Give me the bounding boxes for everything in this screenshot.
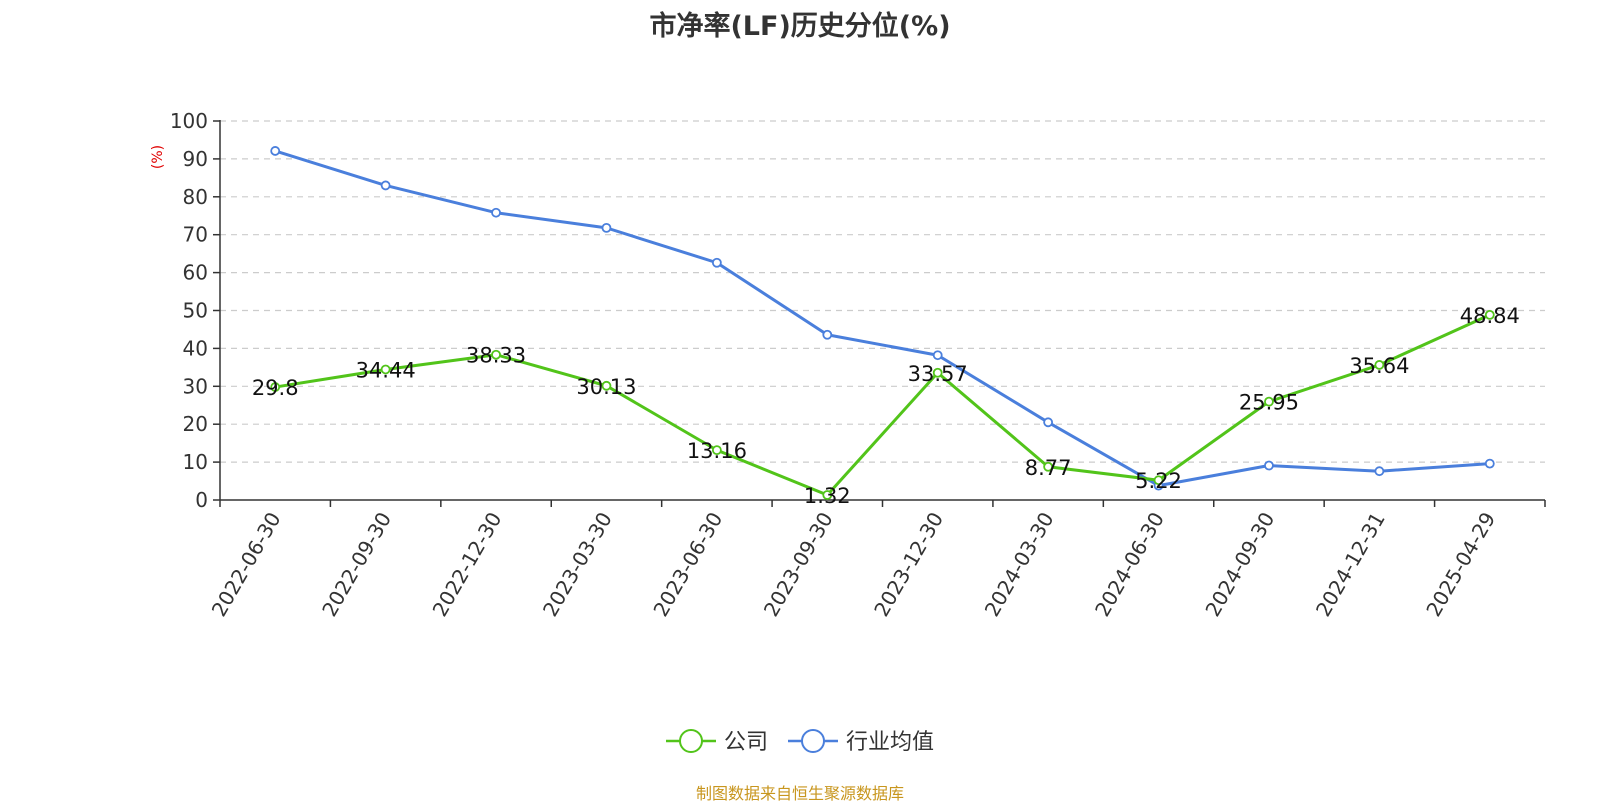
legend: 公司 行业均值 bbox=[666, 729, 934, 755]
series-line-公司 bbox=[274, 313, 1491, 497]
x-tick-label: 2023-03-30 bbox=[538, 508, 617, 621]
data-point bbox=[1043, 417, 1054, 428]
data-point bbox=[1153, 475, 1164, 486]
series-line-行业均值 bbox=[274, 149, 1490, 488]
data-point bbox=[270, 146, 281, 156]
data-label: 33.57 bbox=[908, 362, 968, 386]
data-point bbox=[1374, 360, 1385, 370]
data-point bbox=[711, 257, 722, 268]
data-source-note: 制图数据来自恒生聚源数据库 bbox=[695, 784, 904, 803]
data-label: 34.44 bbox=[356, 358, 416, 382]
series-points bbox=[270, 146, 1495, 500]
data-point bbox=[491, 207, 501, 218]
legend-item-公司: 公司 bbox=[666, 729, 768, 755]
legend-marker bbox=[679, 729, 703, 753]
x-tick-label: 2024-12-31 bbox=[1311, 508, 1390, 621]
series-lines bbox=[274, 149, 1491, 497]
y-tick-label: 40 bbox=[183, 336, 208, 360]
x-tick-label: 2022-12-30 bbox=[428, 508, 507, 621]
data-label: 35.64 bbox=[1349, 354, 1409, 378]
data-point bbox=[491, 349, 501, 360]
y-tick-label: 30 bbox=[183, 374, 208, 398]
data-point bbox=[1264, 460, 1274, 471]
y-tick-label: 100 bbox=[170, 109, 208, 133]
data-point bbox=[822, 490, 833, 500]
data-label: 1.32 bbox=[804, 484, 851, 508]
data-point bbox=[1043, 461, 1054, 472]
data-label: 38.33 bbox=[466, 344, 526, 368]
data-point bbox=[932, 350, 943, 361]
data-point bbox=[1484, 458, 1495, 469]
y-tick-label: 20 bbox=[183, 412, 208, 436]
data-point bbox=[380, 364, 391, 375]
x-tick-label: 2022-06-30 bbox=[207, 508, 286, 621]
data-point bbox=[1374, 466, 1385, 477]
y-axis-unit: (%) bbox=[150, 145, 166, 169]
x-tick-label: 2022-09-30 bbox=[317, 508, 396, 621]
data-labels: 29.8 34.44 38.33 30.13 13.16 1.32 33.57 8.77 5.2… bbox=[252, 304, 1520, 508]
x-tick-label: 2024-03-30 bbox=[980, 508, 1059, 621]
y-tick-label: 90 bbox=[183, 147, 208, 171]
y-tick-label: 80 bbox=[183, 185, 208, 209]
data-label: 30.13 bbox=[576, 375, 636, 399]
x-tick-label: 2024-06-30 bbox=[1090, 508, 1169, 621]
x-tick-label: 2023-12-30 bbox=[869, 508, 948, 621]
data-point bbox=[711, 445, 722, 456]
data-point bbox=[270, 382, 281, 392]
y-tick-label: 50 bbox=[183, 299, 208, 323]
data-label: 29.8 bbox=[252, 376, 299, 400]
legend-item-行业均值: 行业均值 bbox=[788, 729, 934, 755]
data-point bbox=[601, 380, 612, 391]
legend-label: 公司 bbox=[724, 730, 768, 755]
data-label: 5.22 bbox=[1135, 469, 1182, 493]
data-point bbox=[601, 222, 612, 233]
data-label: 13.16 bbox=[687, 439, 747, 463]
y-tick-label: 0 bbox=[195, 488, 208, 512]
x-tick-label: 2025-04-29 bbox=[1421, 508, 1500, 621]
y-tick-label: 70 bbox=[183, 223, 208, 247]
x-tick-label: 2024-09-30 bbox=[1200, 508, 1279, 621]
grid-lines bbox=[220, 120, 1545, 463]
data-label: 25.95 bbox=[1239, 391, 1299, 415]
data-point bbox=[1484, 309, 1495, 320]
y-tick-label: 60 bbox=[183, 261, 208, 285]
data-label: 8.77 bbox=[1025, 456, 1072, 480]
legend-label: 行业均值 bbox=[846, 730, 934, 755]
data-point bbox=[822, 329, 833, 340]
data-point bbox=[932, 367, 943, 378]
y-tick-label: 10 bbox=[183, 450, 208, 474]
x-tick-label: 2023-06-30 bbox=[648, 508, 727, 621]
data-label: 48.84 bbox=[1460, 304, 1520, 328]
x-tick-label: 2023-09-30 bbox=[759, 508, 838, 621]
data-point bbox=[1264, 396, 1274, 407]
legend-marker bbox=[801, 729, 825, 753]
data-point bbox=[380, 180, 391, 191]
chart-title: 市净率(LF)历史分位(%) bbox=[649, 11, 951, 42]
